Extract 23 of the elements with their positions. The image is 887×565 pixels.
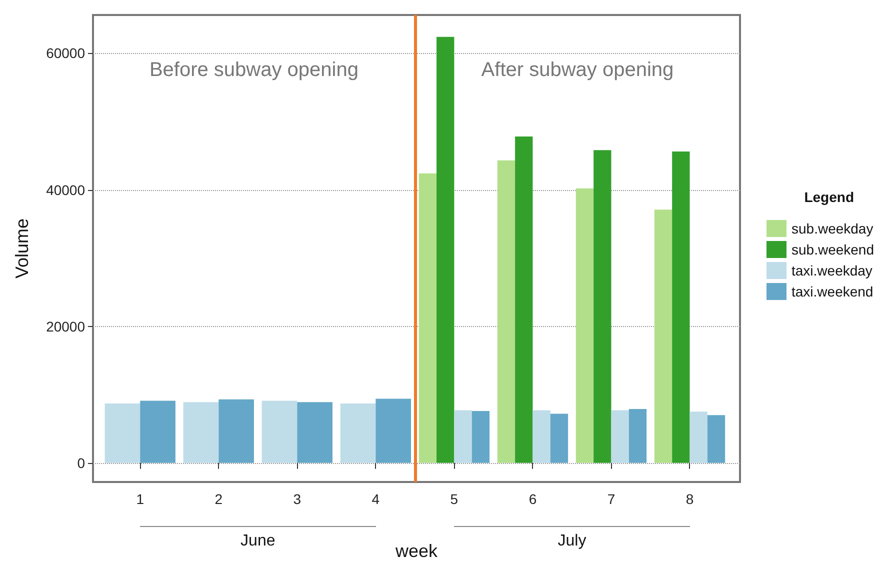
legend-label: sub.weekend bbox=[791, 242, 874, 258]
legend-label: taxi.weekend bbox=[791, 284, 874, 300]
x-tick-label: 8 bbox=[686, 491, 694, 507]
y-tick-label: 60000 bbox=[46, 45, 86, 62]
legend-title: Legend bbox=[804, 189, 854, 205]
y-tick-label: 20000 bbox=[46, 318, 86, 334]
x-tick-label: 1 bbox=[136, 491, 144, 507]
x-tick-label: 5 bbox=[450, 491, 458, 507]
text: June bbox=[240, 532, 276, 550]
legend-label: sub.weekday bbox=[791, 220, 874, 236]
annotation: After subway opening bbox=[481, 59, 674, 81]
annotation: Before subway opening bbox=[149, 59, 358, 81]
y-axis-title: Volume bbox=[12, 218, 32, 279]
x-tick-label: 4 bbox=[372, 491, 380, 507]
y-tick-label: 0 bbox=[77, 454, 86, 471]
text: July bbox=[558, 532, 586, 550]
legend-label: taxi.weekday bbox=[791, 262, 872, 278]
x-tick-label: 6 bbox=[528, 491, 537, 507]
x-tick-label: 7 bbox=[607, 491, 616, 507]
x-axis-title: week bbox=[394, 541, 439, 561]
y-tick-label: 40000 bbox=[46, 182, 86, 198]
x-tick-label: 2 bbox=[214, 491, 223, 507]
x-tick-label: 3 bbox=[293, 491, 302, 507]
